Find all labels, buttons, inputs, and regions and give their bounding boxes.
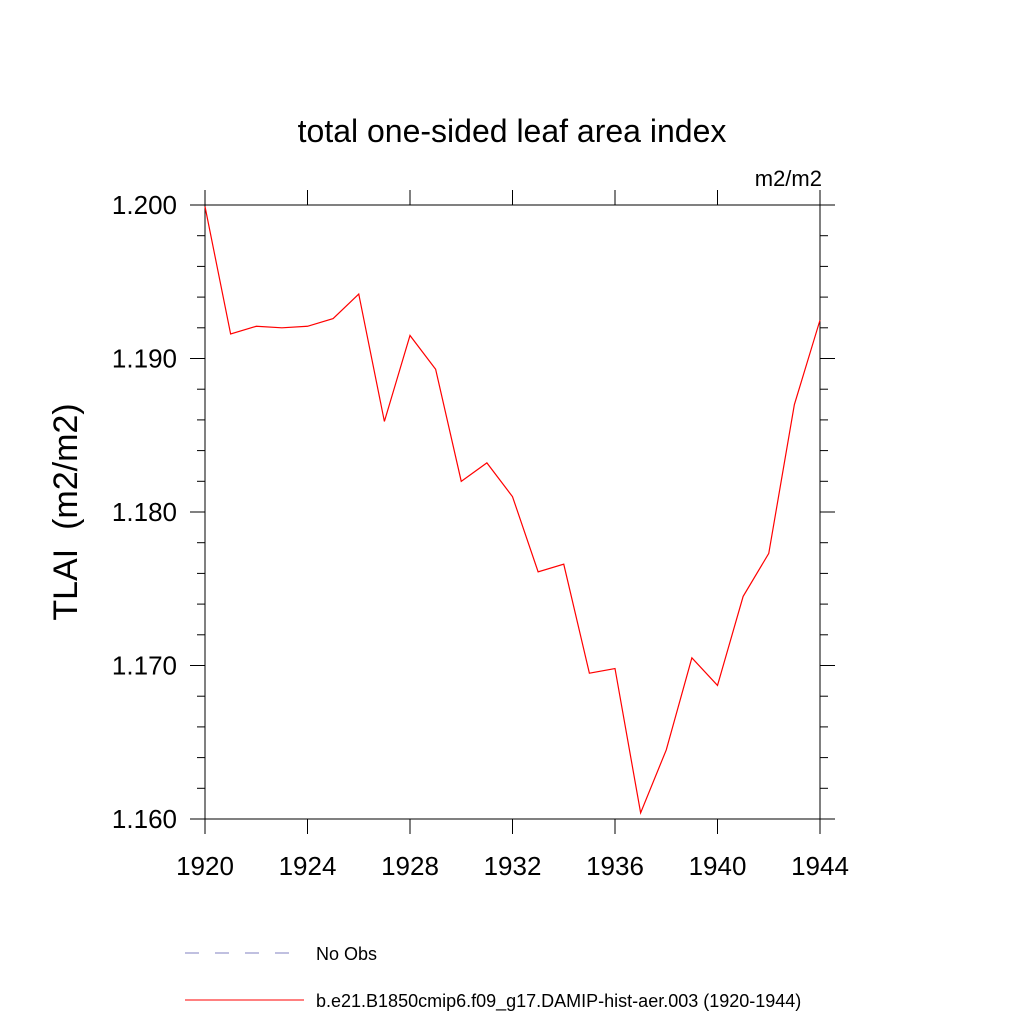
axis-ticks: 1920 1924 1928 1932 1936 1940 1944 1.160 1.170 1.… xyxy=(112,190,849,881)
data-point xyxy=(384,421,385,422)
data-point xyxy=(256,326,257,327)
data-point xyxy=(819,320,820,321)
units-label: m2/m2 xyxy=(755,166,822,191)
data-point xyxy=(358,293,359,294)
data-point xyxy=(768,553,769,554)
y-tick-label: 1.170 xyxy=(112,651,177,681)
data-point xyxy=(563,564,564,565)
data-point xyxy=(461,481,462,482)
data-point xyxy=(333,318,334,319)
legend: No Obs b.e21.B1850cmip6.f09_g17.DAMIP-hi… xyxy=(185,944,801,1012)
y-axis-label: TLAI (m2/m2) xyxy=(47,403,85,620)
y-tick-label: 1.190 xyxy=(112,344,177,374)
data-point xyxy=(512,496,513,497)
data-point xyxy=(538,571,539,572)
x-tick-label: 1936 xyxy=(586,851,644,881)
data-point xyxy=(486,462,487,463)
data-point xyxy=(409,335,410,336)
x-tick-label: 1928 xyxy=(381,851,439,881)
data-point xyxy=(589,673,590,674)
legend-label-series: b.e21.B1850cmip6.f09_g17.DAMIP-hist-aer.… xyxy=(316,991,801,1012)
data-point xyxy=(691,657,692,658)
y-tick-label: 1.200 xyxy=(112,190,177,220)
legend-label-no-obs: No Obs xyxy=(316,944,377,964)
data-point xyxy=(614,668,615,669)
data-point xyxy=(230,333,231,334)
series-layer xyxy=(204,206,821,816)
data-point xyxy=(717,685,718,686)
data-point xyxy=(281,327,282,328)
y-tick-label: 1.160 xyxy=(112,804,177,834)
data-point xyxy=(640,812,641,813)
chart-title: total one-sided leaf area index xyxy=(298,113,727,149)
data-point xyxy=(435,369,436,370)
x-tick-label: 1920 xyxy=(176,851,234,881)
data-point xyxy=(666,749,667,750)
data-point xyxy=(307,326,308,327)
data-point xyxy=(204,206,205,207)
data-point xyxy=(743,596,744,597)
series-line xyxy=(204,206,821,816)
x-tick-label: 1944 xyxy=(791,851,849,881)
x-tick-label: 1932 xyxy=(484,851,542,881)
x-tick-label: 1940 xyxy=(689,851,747,881)
x-tick-label: 1924 xyxy=(279,851,337,881)
data-point xyxy=(794,404,795,405)
y-tick-label: 1.180 xyxy=(112,497,177,527)
plot-frame xyxy=(204,204,821,820)
